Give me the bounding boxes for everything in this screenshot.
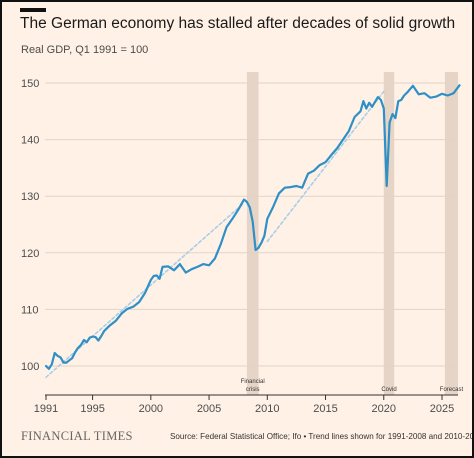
- y-tick-label-1: 110: [21, 304, 39, 316]
- shaded-period-0: [246, 72, 259, 395]
- x-tick-label-7: 2025: [430, 403, 454, 415]
- y-tick-labels: 100 110 120 130 140 150: [21, 78, 39, 373]
- footer-source: Source: Federal Statistical Office; Ifo …: [170, 432, 474, 441]
- shaded-period-labels: Financial crisis Covid Forecast: [241, 379, 464, 393]
- x-tick-label-6: 2020: [372, 403, 396, 415]
- brand-accent-bar: [20, 8, 46, 12]
- shaded-period-label-0-0: Financial: [241, 379, 265, 385]
- x-tick-label-4: 2010: [255, 403, 279, 415]
- x-tick-label-0: 1991: [34, 403, 58, 415]
- x-tick-label-5: 2015: [313, 403, 337, 415]
- shaded-periods: [246, 72, 458, 395]
- shaded-period-2: [444, 72, 458, 395]
- y-tick-label-5: 150: [21, 78, 39, 90]
- gdp-line: [44, 84, 461, 370]
- shaded-period-label-0-1: crisis: [246, 387, 260, 393]
- x-tick-label-1: 1995: [80, 403, 104, 415]
- trend-line-2: [266, 90, 385, 243]
- x-tick-labels: 1991 1995 2000 2005 2010 2015 2020 2025: [34, 395, 454, 415]
- y-tick-label-4: 140: [21, 135, 39, 147]
- gridlines: [45, 82, 458, 396]
- y-tick-label-3: 130: [21, 191, 39, 203]
- chart-subtitle: Real GDP, Q1 1991 = 100: [21, 44, 149, 56]
- shaded-period-1: [383, 72, 395, 395]
- y-tick-label-2: 120: [21, 248, 39, 260]
- chart-title: The German economy has stalled after dec…: [20, 15, 456, 32]
- y-tick-label-0: 100: [21, 361, 39, 373]
- series-lines: [44, 84, 461, 379]
- x-tick-label-2: 2000: [139, 403, 163, 415]
- shaded-period-label-1-0: Covid: [381, 387, 396, 393]
- footer-brand: FINANCIAL TIMES: [21, 429, 133, 443]
- x-tick-label-3: 2005: [197, 403, 221, 415]
- shaded-period-label-2-0: Forecast: [440, 387, 464, 393]
